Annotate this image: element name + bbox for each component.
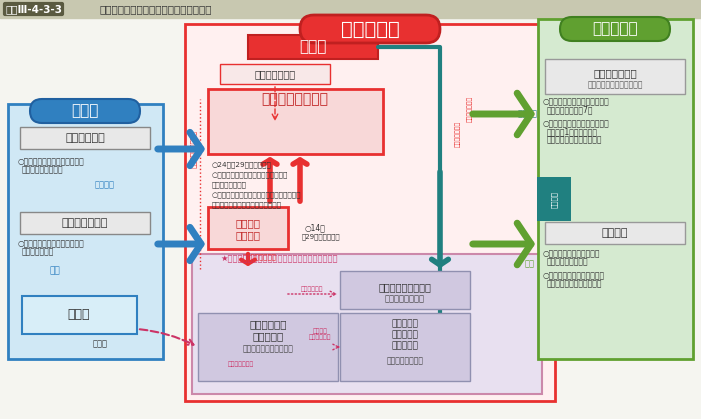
- Text: 公正監察官への教育: 公正監察官への教育: [190, 130, 196, 168]
- Text: 長官官房審議官: 長官官房審議官: [254, 69, 296, 79]
- Text: 内部監査能力の向上に活用: 内部監査能力の向上に活用: [547, 279, 602, 288]
- Text: 企　業: 企 業: [68, 308, 90, 321]
- FancyBboxPatch shape: [208, 89, 383, 154]
- Text: 長　官: 長 官: [299, 39, 327, 54]
- Text: 監察監査・評価官: 監察監査・評価官: [261, 92, 329, 106]
- Text: （規則作成部門）: （規則作成部門）: [386, 357, 423, 365]
- Text: 調査審議: 調査審議: [518, 109, 538, 119]
- FancyBboxPatch shape: [198, 313, 338, 381]
- Text: （事業管理部門）: （事業管理部門）: [385, 295, 425, 303]
- FancyBboxPatch shape: [538, 19, 693, 359]
- Text: 直接防衛大臣に報告: 直接防衛大臣に報告: [22, 165, 64, 174]
- FancyBboxPatch shape: [208, 207, 288, 249]
- FancyBboxPatch shape: [22, 296, 137, 334]
- Text: ○調達に関する規則、プロジェ: ○調達に関する規則、プロジェ: [543, 119, 610, 128]
- Text: 法令遵守等の教育: 法令遵守等の教育: [243, 253, 277, 260]
- FancyBboxPatch shape: [300, 15, 440, 43]
- Text: ○内部監察：法令遵守、入札談合防止: ○内部監察：法令遵守、入札談合防止: [212, 171, 288, 178]
- Text: 技術戦略部: 技術戦略部: [392, 331, 418, 339]
- FancyBboxPatch shape: [340, 271, 470, 309]
- Text: 装備開発官等: 装備開発官等: [250, 319, 287, 329]
- Text: センター: センター: [236, 230, 261, 240]
- Text: 防衛装備品調達に関する監察・監査機能: 防衛装備品調達に関する監察・監査機能: [100, 4, 212, 14]
- FancyBboxPatch shape: [248, 35, 378, 59]
- Text: 各種承認申請等: 各種承認申請等: [228, 361, 254, 367]
- FancyBboxPatch shape: [30, 99, 140, 123]
- FancyBboxPatch shape: [560, 17, 670, 41]
- Text: ○内部監査：プロジェクト管理、研究開発、: ○内部監査：プロジェクト管理、研究開発、: [212, 191, 301, 198]
- Text: 改善指導を命令: 改善指導を命令: [467, 96, 472, 122]
- Text: 装備政策部: 装備政策部: [392, 320, 418, 328]
- Text: 仕様書等について調査審議: 仕様書等について調査審議: [547, 135, 602, 144]
- Text: （開発・調達実務部門）: （開発・調達実務部門）: [243, 344, 294, 354]
- Text: 契約等: 契約等: [93, 339, 107, 349]
- Text: 調達事業部: 調達事業部: [252, 331, 284, 341]
- FancyBboxPatch shape: [8, 104, 163, 359]
- Text: 応じ監査を実施: 応じ監査を実施: [22, 247, 55, 256]
- Text: 他機関: 他機関: [72, 103, 99, 119]
- Text: ク管理、1者応札案件、: ク管理、1者応札案件、: [547, 127, 598, 136]
- Text: プロジェクト管理部: プロジェクト管理部: [379, 282, 431, 292]
- Text: 防衛装備庁: 防衛装備庁: [341, 20, 400, 39]
- Text: 助言: 助言: [525, 259, 535, 269]
- Text: 防衛監察: 防衛監察: [95, 181, 115, 189]
- Text: ○24名（29年度末定員）: ○24名（29年度末定員）: [212, 161, 272, 168]
- Text: ★庁内外からの重層的チェックと組織内の相互牽制: ★庁内外からの重層的チェックと組織内の相互牽制: [220, 254, 337, 264]
- Text: 状況等について助言: 状況等について助言: [547, 257, 589, 266]
- Text: ○14名: ○14名: [305, 223, 326, 233]
- Text: 調達管理部: 調達管理部: [392, 341, 418, 351]
- Text: 調達等の業務、会計について監査: 調達等の業務、会計について監査: [212, 201, 282, 207]
- Text: 図表Ⅲ-4-3-3: 図表Ⅲ-4-3-3: [5, 4, 62, 14]
- Text: 人材育成: 人材育成: [236, 218, 261, 228]
- FancyBboxPatch shape: [340, 313, 470, 381]
- Text: ○助言の内容を業務の改善、: ○助言の内容を業務の改善、: [543, 271, 605, 280]
- Text: （外部有識者による審議）: （外部有識者による審議）: [587, 80, 643, 90]
- Text: 防衛調達審議会: 防衛調達審議会: [593, 68, 637, 78]
- Text: 優良事例の普及: 優良事例の普及: [455, 121, 461, 147]
- FancyBboxPatch shape: [192, 254, 542, 394]
- FancyBboxPatch shape: [545, 59, 685, 94]
- Text: 内部監査: 内部監査: [551, 191, 557, 207]
- Text: （29年度末定員）: （29年度末定員）: [302, 234, 341, 241]
- Text: 実施状況報告: 実施状況報告: [301, 286, 323, 292]
- Text: 大臣官房監査課: 大臣官房監査課: [62, 218, 108, 228]
- Text: ○大学教授、弁護士、公認会計: ○大学教授、弁護士、公認会計: [543, 97, 610, 106]
- Text: ○防衛装備庁に対して、必要に: ○防衛装備庁に対して、必要に: [18, 239, 85, 248]
- FancyBboxPatch shape: [220, 64, 330, 84]
- Text: ○防衛監察の結果・改善策等は: ○防衛監察の結果・改善策等は: [18, 157, 85, 166]
- Text: 士等の外部有識者7名: 士等の外部有識者7名: [547, 105, 594, 114]
- FancyBboxPatch shape: [20, 127, 150, 149]
- Text: 防衛監察本部: 防衛監察本部: [65, 133, 105, 143]
- FancyBboxPatch shape: [20, 212, 150, 234]
- FancyBboxPatch shape: [545, 222, 685, 244]
- Text: の観点から監察: の観点から監察: [212, 181, 247, 188]
- Text: ○プロジェクト管理の運用: ○プロジェクト管理の運用: [543, 249, 601, 258]
- Text: 第三者機関: 第三者機関: [592, 21, 638, 36]
- FancyBboxPatch shape: [185, 24, 555, 401]
- Text: 規則作成
運用状況把握: 規則作成 運用状況把握: [308, 328, 332, 340]
- FancyBboxPatch shape: [0, 0, 701, 18]
- Text: 監査: 監査: [50, 266, 60, 276]
- Text: 監査法人: 監査法人: [601, 228, 628, 238]
